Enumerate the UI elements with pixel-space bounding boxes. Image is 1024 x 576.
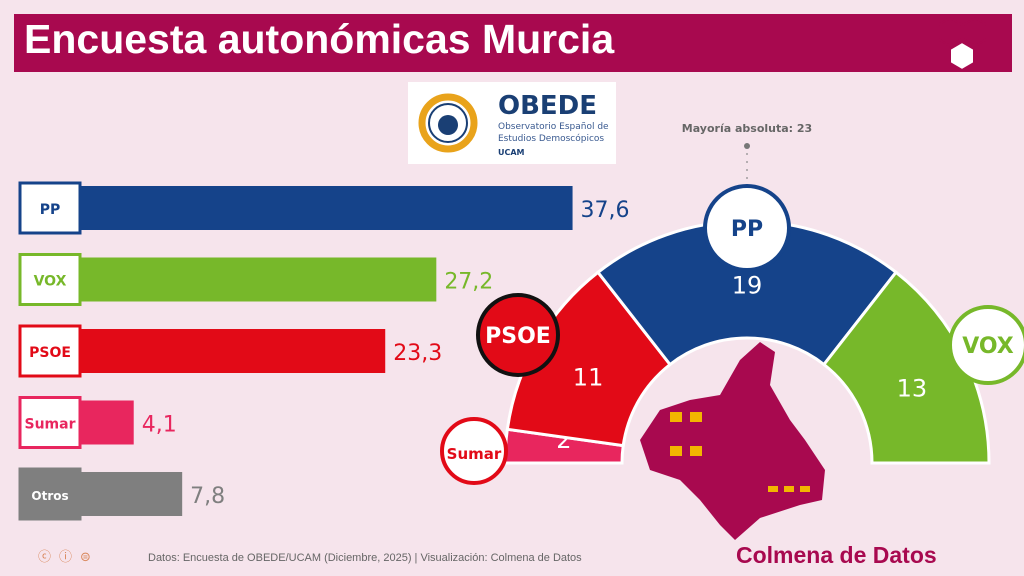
obede-subtitle-2: Estudios Demoscópicos bbox=[498, 133, 604, 144]
bar-otros bbox=[80, 472, 183, 516]
murcia-map bbox=[640, 342, 825, 540]
majority-label: Mayoría absoluta: 23 bbox=[682, 122, 812, 135]
vox-logo bbox=[18, 253, 82, 306]
vox-badge-text: VOX bbox=[962, 334, 1014, 359]
sumar-badge bbox=[440, 417, 508, 485]
bar-psoe bbox=[80, 329, 386, 373]
bar-value-label: 23,3 bbox=[393, 341, 442, 366]
seat-segment-vox bbox=[821, 270, 991, 465]
bar-sumar bbox=[80, 400, 134, 445]
seat-count-vox: 13 bbox=[897, 375, 928, 403]
psoe-logo-text: PSOE bbox=[29, 345, 71, 361]
psoe-badge bbox=[476, 293, 560, 377]
pp-badge-text: PP bbox=[731, 217, 763, 242]
bar-pp bbox=[80, 186, 573, 230]
seat-count-pp: 19 bbox=[732, 272, 763, 300]
sumar-badge-text: Sumar bbox=[447, 445, 502, 463]
psoe-logo bbox=[18, 324, 82, 378]
otros-logo bbox=[18, 467, 82, 521]
sumar-logo-text: Sumar bbox=[25, 417, 76, 433]
license-icons: ⓒⓘ⊜ bbox=[38, 550, 99, 565]
sumar-logo bbox=[18, 396, 82, 449]
brand-name: Colmena de Datos bbox=[736, 542, 937, 568]
colmena-logo-icon bbox=[937, 16, 988, 72]
crowns-icon bbox=[670, 412, 810, 492]
pp-logo bbox=[18, 181, 82, 235]
otros-logo-text: Otros bbox=[31, 489, 68, 503]
vox-badge bbox=[948, 305, 1024, 385]
majority-marker bbox=[744, 143, 750, 149]
obede-name: OBEDE bbox=[498, 91, 597, 121]
pp-badge bbox=[703, 184, 791, 272]
seat-segment-pp bbox=[595, 219, 899, 367]
bar-vox bbox=[80, 257, 437, 302]
psoe-badge-text: PSOE bbox=[485, 324, 551, 349]
bar-value-label: 4,1 bbox=[142, 413, 177, 438]
title-bar: Encuesta autonómicas Murcia bbox=[14, 14, 1012, 72]
bar-value-label: 7,8 bbox=[190, 484, 225, 509]
seat-count-psoe: 11 bbox=[573, 363, 604, 391]
obede-logo: OBEDE Observatorio Español de Estudios D… bbox=[408, 82, 616, 164]
page-title: Encuesta autonómicas Murcia bbox=[24, 16, 615, 62]
vox-logo-text: VOX bbox=[34, 274, 67, 290]
obede-subtitle-1: Observatorio Español de bbox=[498, 122, 609, 132]
bar-value-label: 27,2 bbox=[444, 270, 493, 295]
obede-org: UCAM bbox=[498, 148, 525, 157]
pp-logo-text: PP bbox=[40, 202, 61, 218]
bar-value-label: 37,6 bbox=[581, 198, 630, 223]
source-note: Datos: Encuesta de OBEDE/UCAM (Diciembre… bbox=[148, 552, 582, 564]
